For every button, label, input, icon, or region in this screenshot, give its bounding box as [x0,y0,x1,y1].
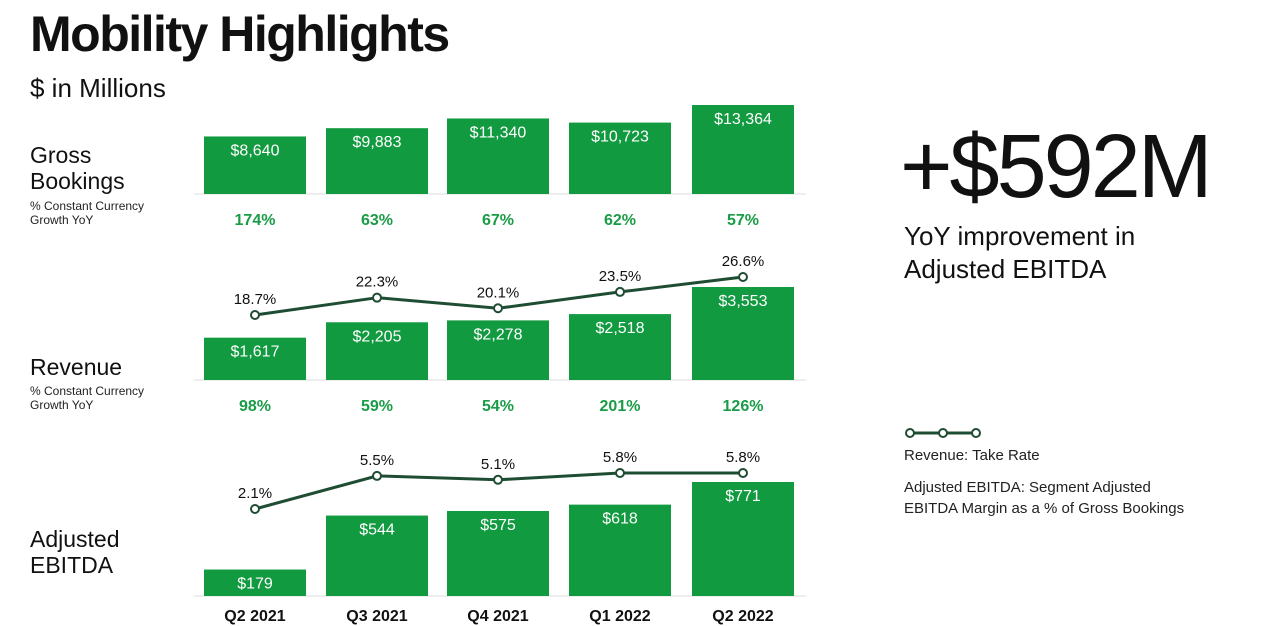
gross-bookings-bar [569,122,671,194]
revenue-line-label: 18.7% [234,291,277,308]
category-label: Q1 2022 [589,608,650,625]
revenue-bar-value: $3,553 [719,293,768,310]
gross-bookings-bar-value: $13,364 [714,111,772,128]
revenue-line-label: 22.3% [356,274,399,291]
revenue-bar-value: $2,278 [474,326,523,343]
gross-bookings-bar-value: $10,723 [591,129,649,146]
revenue-line-point [738,272,748,282]
ebitda-bar [204,569,306,596]
revenue-growth-value: 201% [600,398,641,415]
ebitda-bar [326,515,428,596]
gross-bookings-bar-value: $9,883 [353,134,402,151]
line-marker-icon [905,428,981,438]
revenue-line-point [372,292,382,303]
revenue-growth-value: 59% [361,398,393,415]
category-label: Q4 2021 [467,608,528,625]
ebitda-line-label: 5.8% [603,449,637,466]
revenue-growth-value: 98% [239,398,271,415]
ebitda-bar [569,504,671,596]
ebitda-bar-value: $179 [237,576,273,593]
revenue-bar [569,314,671,380]
ebitda-line-point [372,470,382,481]
revenue-line-point [250,310,260,320]
category-label: Q3 2021 [346,608,407,625]
mobility-charts: $8,640 174% $9,883 63% $11,340 67% $10,723 62% $… [194,105,806,625]
revenue-bar [447,320,549,380]
ebitda-bar [692,482,794,596]
gross-bookings-growth-value: 174% [235,212,276,229]
gross-bookings-growth-value: 57% [727,212,759,229]
revenue-line-point [493,303,503,314]
revenue-bar-value: $1,617 [231,344,280,361]
ebitda-line-point [250,504,260,514]
page-title: Mobility Highlights [30,6,450,62]
category-label: Q2 2021 [224,608,285,625]
revenue-bar [692,287,794,380]
revenue-bar [326,322,428,380]
revenue-line-point [615,286,625,297]
gross-bookings-label: Gross Bookings [30,142,125,194]
revenue-bar-value: $2,205 [353,328,402,345]
ebitda-line-label: 5.5% [360,452,394,469]
gross-bookings-growth-value: 67% [482,212,514,229]
revenue-line-label: 23.5% [599,268,642,285]
ebitda-line-point [493,474,503,485]
gross-bookings-bar-value: $8,640 [231,142,280,159]
legend-take-rate: Revenue: Take Rate [904,447,1040,464]
gross-bookings-growth-value: 62% [604,212,636,229]
ebitda-bar [447,510,549,596]
revenue-growth-value: 54% [482,398,514,415]
gross-bookings-bar [447,118,549,194]
kpi-caption: YoY improvement in Adjusted EBITDA [904,221,1136,284]
ebitda-bar-value: $575 [480,517,516,534]
ebitda-line-label: 2.1% [238,485,272,502]
revenue-growth-note: % Constant Currency Growth YoY [30,384,145,412]
gross-bookings-growth-value: 63% [361,212,393,229]
category-label: Q2 2022 [712,608,773,625]
gross-bookings-bar [692,105,794,194]
ebitda-line-point [738,468,748,478]
ebitda-line-label: 5.1% [481,456,515,473]
gross-bookings-bar [326,128,428,194]
legend-ebitda-margin: Adjusted EBITDA: Segment Adjusted EBITDA… [904,479,1185,517]
page-subtitle: $ in Millions [30,73,166,103]
revenue-growth-value: 126% [723,398,764,415]
ebitda-bar-value: $618 [602,511,638,528]
gross-bookings-bar [204,136,306,194]
gross-bookings-bar-value: $11,340 [470,124,527,141]
ebitda-line-point [615,468,625,478]
revenue-line-label: 20.1% [477,284,520,301]
revenue-bar-value: $2,518 [596,320,645,337]
kpi-value: +$592M [900,117,1213,217]
revenue-line-label: 26.6% [722,253,765,270]
gross-bookings-growth-note: % Constant Currency Growth YoY [30,199,145,227]
revenue-bar [204,337,306,380]
ebitda-bar-value: $544 [359,522,395,539]
ebitda-bar-value: $771 [725,488,761,505]
adjusted-ebitda-label: Adjusted EBITDA [30,526,120,578]
revenue-label: Revenue [30,354,123,380]
ebitda-line-label: 5.8% [726,449,760,466]
